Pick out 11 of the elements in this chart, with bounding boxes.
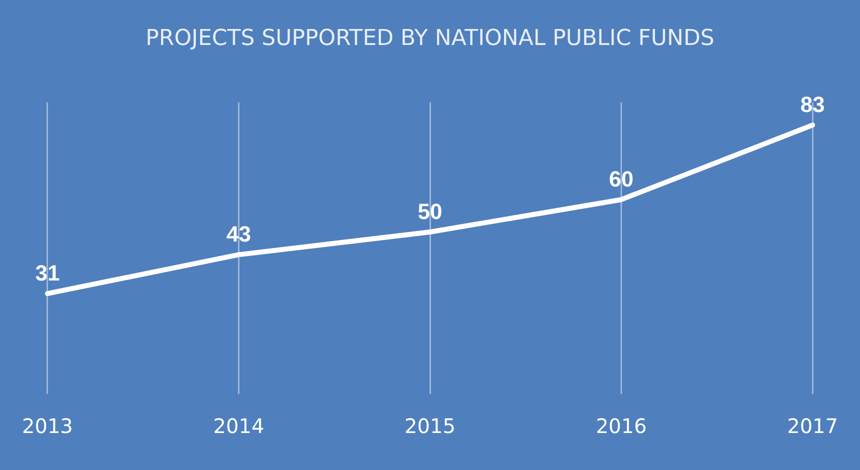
x-tick-label: 2014 [213,414,264,438]
x-tick-label: 2016 [596,414,647,438]
data-label: 43 [226,222,251,247]
x-tick-label: 2017 [787,414,838,438]
data-label: 50 [418,199,442,224]
data-label: 83 [800,92,825,118]
x-tick-label: 2013 [22,414,73,438]
chart-title: PROJECTS SUPPORTED BY NATIONAL PUBLIC FUNDS [146,26,714,51]
data-label: 31 [35,260,60,286]
data-label: 60 [609,166,634,192]
x-tick-label: 2015 [404,414,456,438]
